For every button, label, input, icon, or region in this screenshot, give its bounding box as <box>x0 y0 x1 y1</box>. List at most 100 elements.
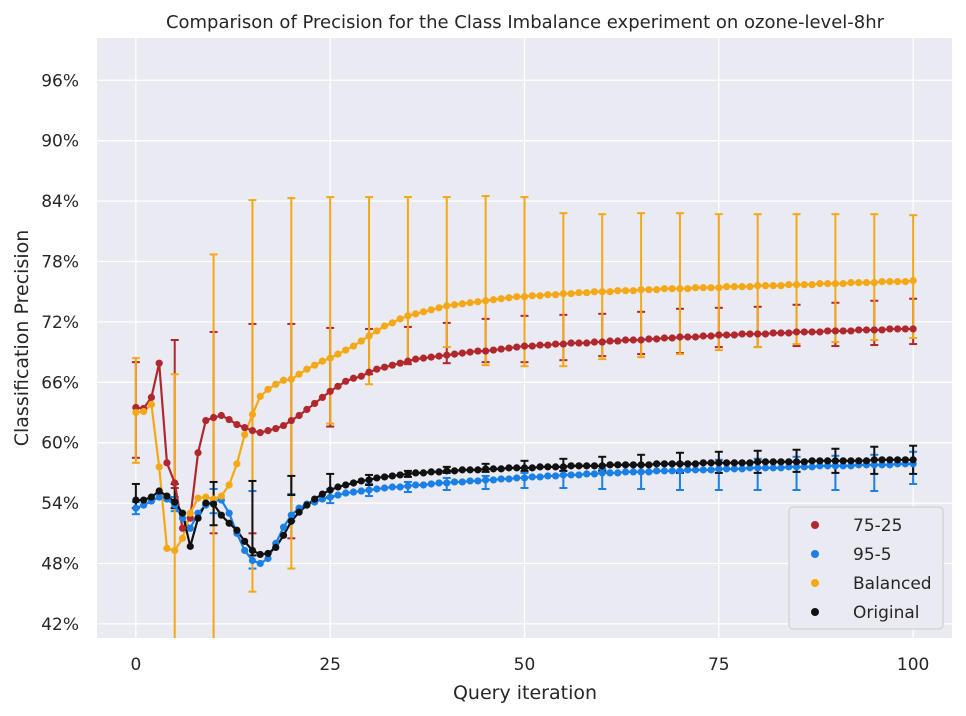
data-point <box>365 476 373 484</box>
data-point <box>901 278 909 286</box>
data-point <box>466 348 474 356</box>
data-point <box>614 469 622 477</box>
data-point <box>458 349 466 357</box>
data-point <box>614 337 622 345</box>
data-point <box>715 459 723 467</box>
data-point <box>233 460 241 468</box>
data-point <box>909 456 917 464</box>
data-point <box>862 279 871 287</box>
legend: 75-25 95-5 Balanced Original <box>788 506 944 630</box>
data-point <box>474 477 482 485</box>
data-point <box>653 460 661 468</box>
data-point <box>831 327 840 335</box>
data-point <box>412 469 420 477</box>
data-point <box>536 292 544 300</box>
data-point <box>598 469 606 477</box>
data-point <box>349 374 358 382</box>
data-point <box>279 376 288 384</box>
data-point <box>326 493 334 501</box>
data-point <box>256 550 264 559</box>
data-point <box>388 472 396 480</box>
data-point <box>171 546 179 555</box>
legend-label: 75-25 <box>853 516 902 536</box>
data-point <box>792 458 801 466</box>
data-point <box>404 482 412 490</box>
data-point <box>653 467 661 475</box>
data-point <box>886 461 894 469</box>
data-point <box>676 285 684 293</box>
data-point <box>544 463 552 471</box>
data-point <box>870 461 878 469</box>
data-point <box>590 462 599 470</box>
data-point <box>342 346 350 354</box>
data-point <box>419 469 428 477</box>
data-point <box>909 325 917 333</box>
data-point <box>349 342 358 350</box>
data-point <box>847 462 855 470</box>
data-point <box>761 282 770 290</box>
data-point <box>707 459 715 467</box>
data-point <box>551 463 560 471</box>
data-point <box>349 488 358 496</box>
data-point <box>178 514 187 522</box>
data-point <box>365 332 373 340</box>
data-point <box>279 523 288 531</box>
data-point <box>777 282 785 290</box>
data-point <box>365 368 373 376</box>
data-point <box>435 479 443 487</box>
data-point <box>769 464 777 472</box>
data-point <box>388 483 396 491</box>
data-point <box>855 457 863 465</box>
data-point <box>653 335 661 343</box>
data-point <box>217 511 225 519</box>
data-point <box>606 288 614 296</box>
data-point <box>528 342 536 350</box>
data-point <box>785 329 793 337</box>
data-point <box>831 457 840 465</box>
data-point <box>427 306 435 314</box>
data-point <box>303 365 311 373</box>
data-point <box>264 549 272 558</box>
data-point <box>248 546 257 555</box>
data-point <box>761 330 770 338</box>
data-point <box>225 519 233 527</box>
data-point <box>583 470 591 478</box>
data-point <box>248 427 257 435</box>
data-point <box>404 357 412 365</box>
data-point <box>808 281 816 289</box>
data-point <box>637 336 645 344</box>
data-point <box>824 327 832 335</box>
data-point <box>544 291 552 299</box>
data-point <box>505 475 513 483</box>
data-point <box>816 462 824 470</box>
data-point <box>326 354 334 362</box>
data-point <box>163 492 171 500</box>
data-point <box>427 468 435 476</box>
data-point <box>746 283 754 291</box>
data-point <box>396 483 404 491</box>
data-point <box>824 462 832 470</box>
data-point <box>388 319 396 327</box>
data-point <box>808 457 816 465</box>
data-point <box>256 429 264 437</box>
data-point <box>163 544 171 553</box>
data-point <box>396 315 404 323</box>
data-point <box>653 286 661 294</box>
data-point <box>482 476 490 484</box>
data-point <box>536 473 544 481</box>
y-tick-label: 84% <box>41 192 79 212</box>
data-point <box>707 332 715 340</box>
data-point <box>147 493 156 501</box>
data-point <box>458 300 466 308</box>
data-point <box>427 353 435 361</box>
data-point <box>264 554 272 563</box>
legend-marker <box>811 521 819 529</box>
data-point <box>272 543 280 551</box>
y-tick-label: 48% <box>41 555 79 575</box>
data-point <box>132 403 140 412</box>
data-point <box>279 531 288 539</box>
data-point <box>443 351 451 359</box>
data-point <box>396 471 404 479</box>
data-point <box>241 423 249 432</box>
x-tick-label: 25 <box>319 655 341 675</box>
